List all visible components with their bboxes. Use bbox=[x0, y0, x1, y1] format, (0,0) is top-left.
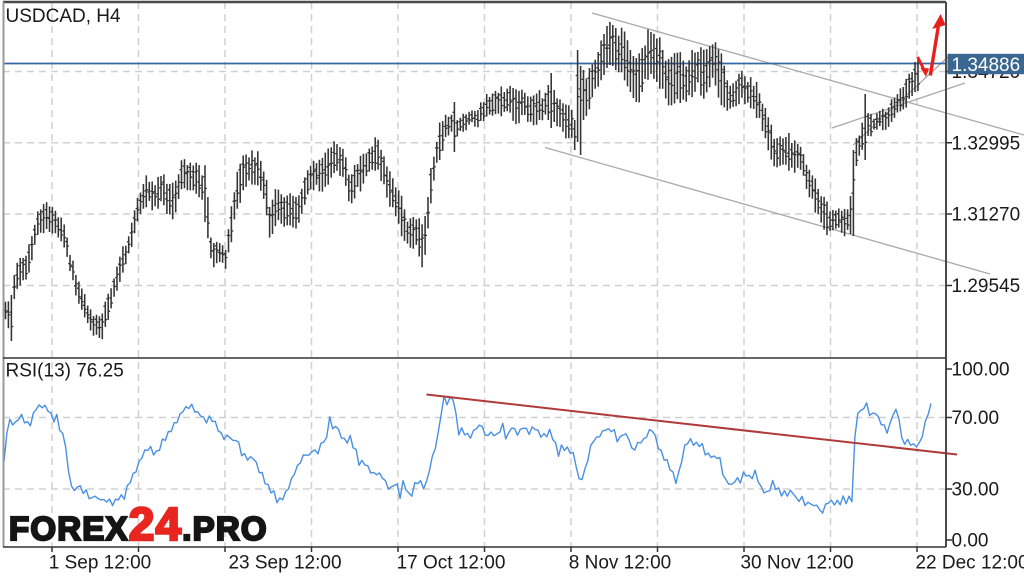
svg-text:23 Sep 12:00: 23 Sep 12:00 bbox=[228, 553, 341, 574]
svg-text:100.00: 100.00 bbox=[952, 360, 1010, 381]
svg-text:22 Dec 12:00: 22 Dec 12:00 bbox=[915, 553, 1024, 574]
svg-text:1 Sep 12:00: 1 Sep 12:00 bbox=[49, 553, 151, 574]
svg-text:30 Nov 12:00: 30 Nov 12:00 bbox=[740, 553, 853, 574]
svg-text:0.00: 0.00 bbox=[952, 531, 989, 552]
svg-text:1.34886: 1.34886 bbox=[952, 55, 1021, 76]
svg-text:RSI(13) 76.25: RSI(13) 76.25 bbox=[6, 361, 124, 382]
svg-text:8 Nov 12:00: 8 Nov 12:00 bbox=[569, 553, 671, 574]
svg-text:1.29545: 1.29545 bbox=[952, 276, 1021, 297]
svg-text:1.31270: 1.31270 bbox=[952, 205, 1021, 226]
svg-text:USDCAD, H4: USDCAD, H4 bbox=[6, 6, 122, 27]
svg-text:30.00: 30.00 bbox=[952, 480, 1000, 501]
svg-text:17 Oct 12:00: 17 Oct 12:00 bbox=[397, 553, 506, 574]
svg-text:70.00: 70.00 bbox=[952, 408, 1000, 429]
svg-text:1.32995: 1.32995 bbox=[952, 133, 1021, 154]
